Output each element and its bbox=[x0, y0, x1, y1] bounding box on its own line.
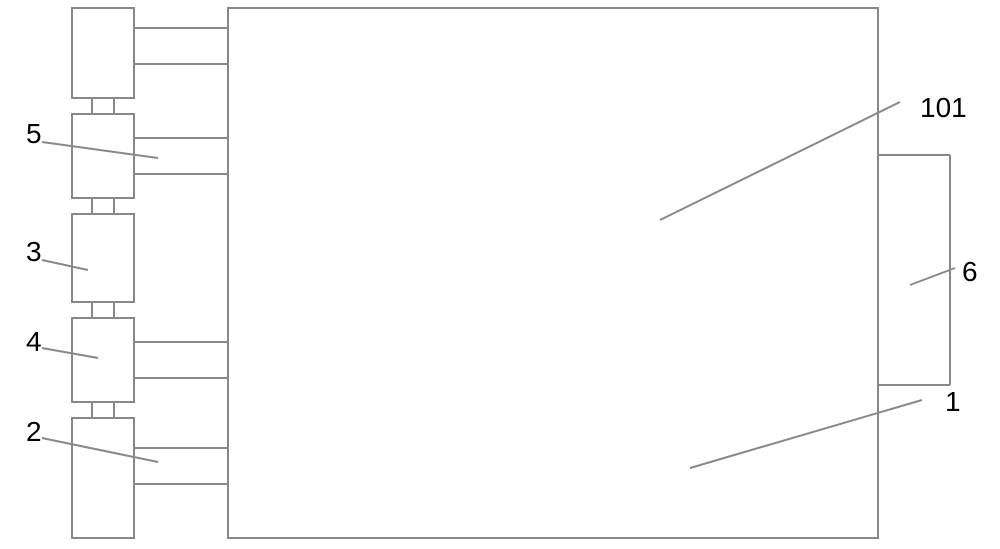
diagram-svg bbox=[0, 0, 1000, 549]
label-101: 101 bbox=[920, 92, 967, 124]
label-3: 3 bbox=[26, 236, 42, 268]
technical-diagram: 1 101 6 5 3 4 2 bbox=[0, 0, 1000, 549]
label-5: 5 bbox=[26, 118, 42, 150]
label-1: 1 bbox=[945, 386, 961, 418]
label-6: 6 bbox=[962, 256, 978, 288]
label-4: 4 bbox=[26, 326, 42, 358]
label-2: 2 bbox=[26, 416, 42, 448]
